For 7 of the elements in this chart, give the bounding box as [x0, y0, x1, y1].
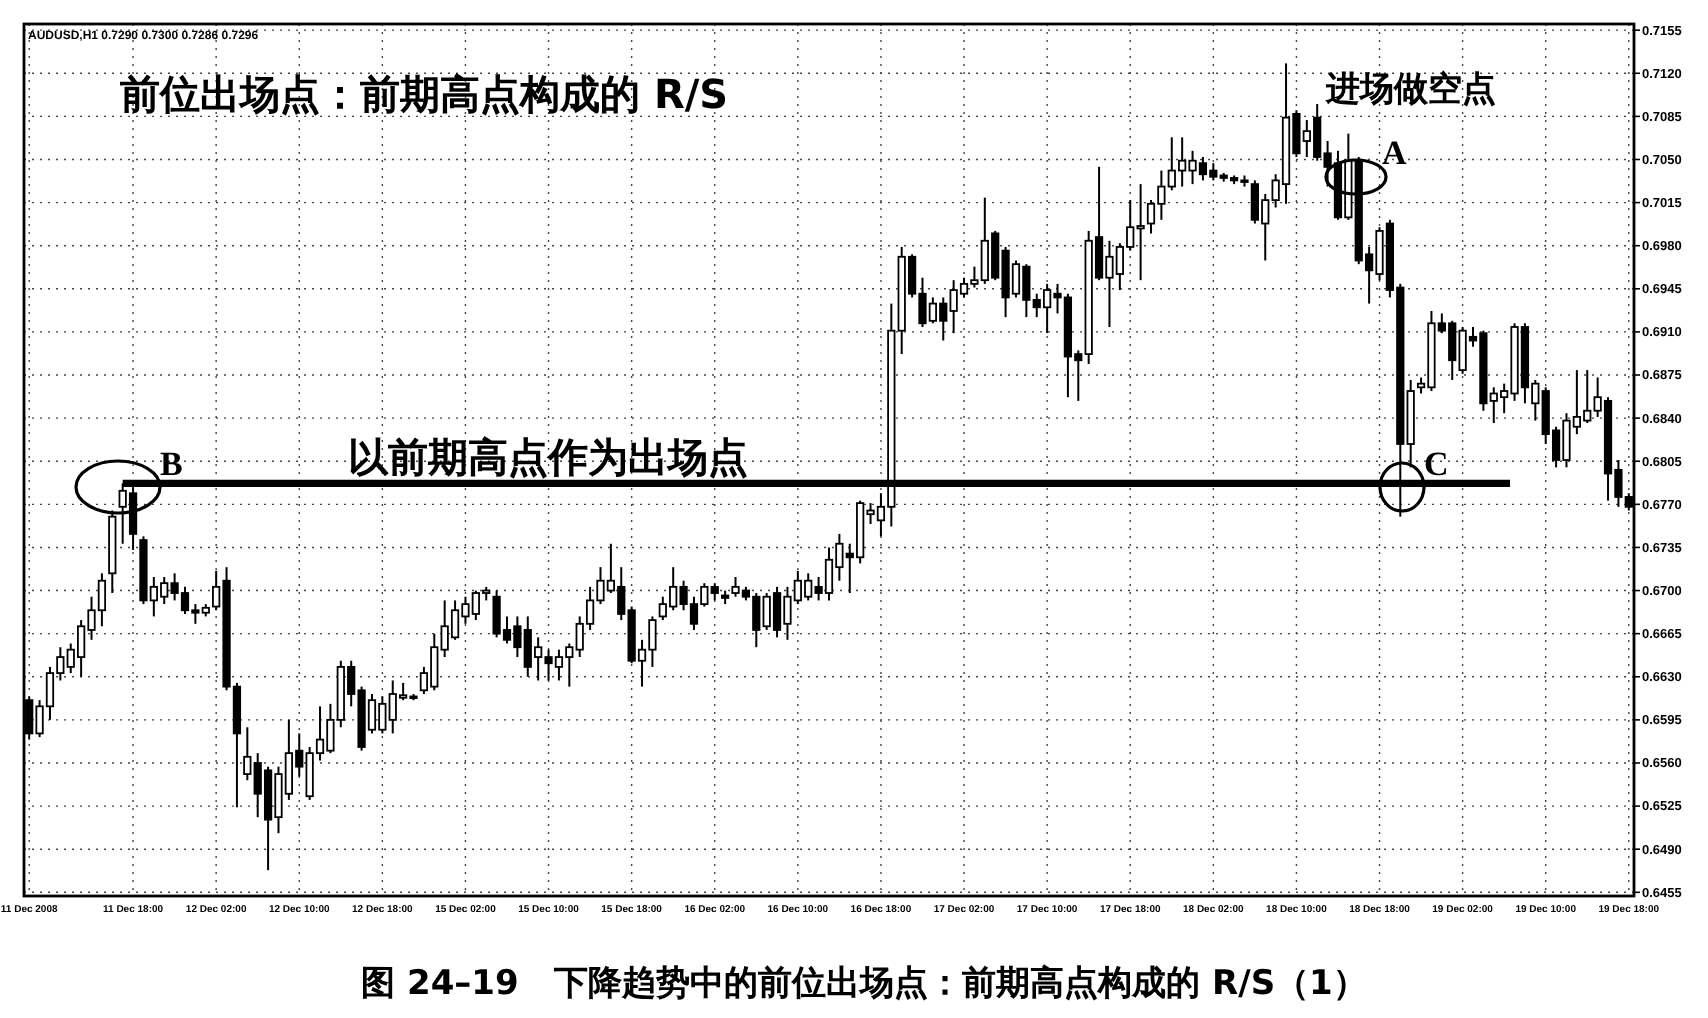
ref-line-label: 以前期高点作为出场点: [348, 433, 748, 482]
annotation: 进场做空点: [1324, 70, 1496, 110]
annotation: B: [160, 445, 183, 483]
caption: 图 24–19 下降趋势中的前位出场点：前期高点构成的 R/S（1）: [361, 964, 1367, 1004]
text: 前位出场点：前期高点构成的 R/S: [118, 70, 729, 118]
annotation: C: [1424, 445, 1449, 483]
annotation: A: [1382, 134, 1408, 172]
